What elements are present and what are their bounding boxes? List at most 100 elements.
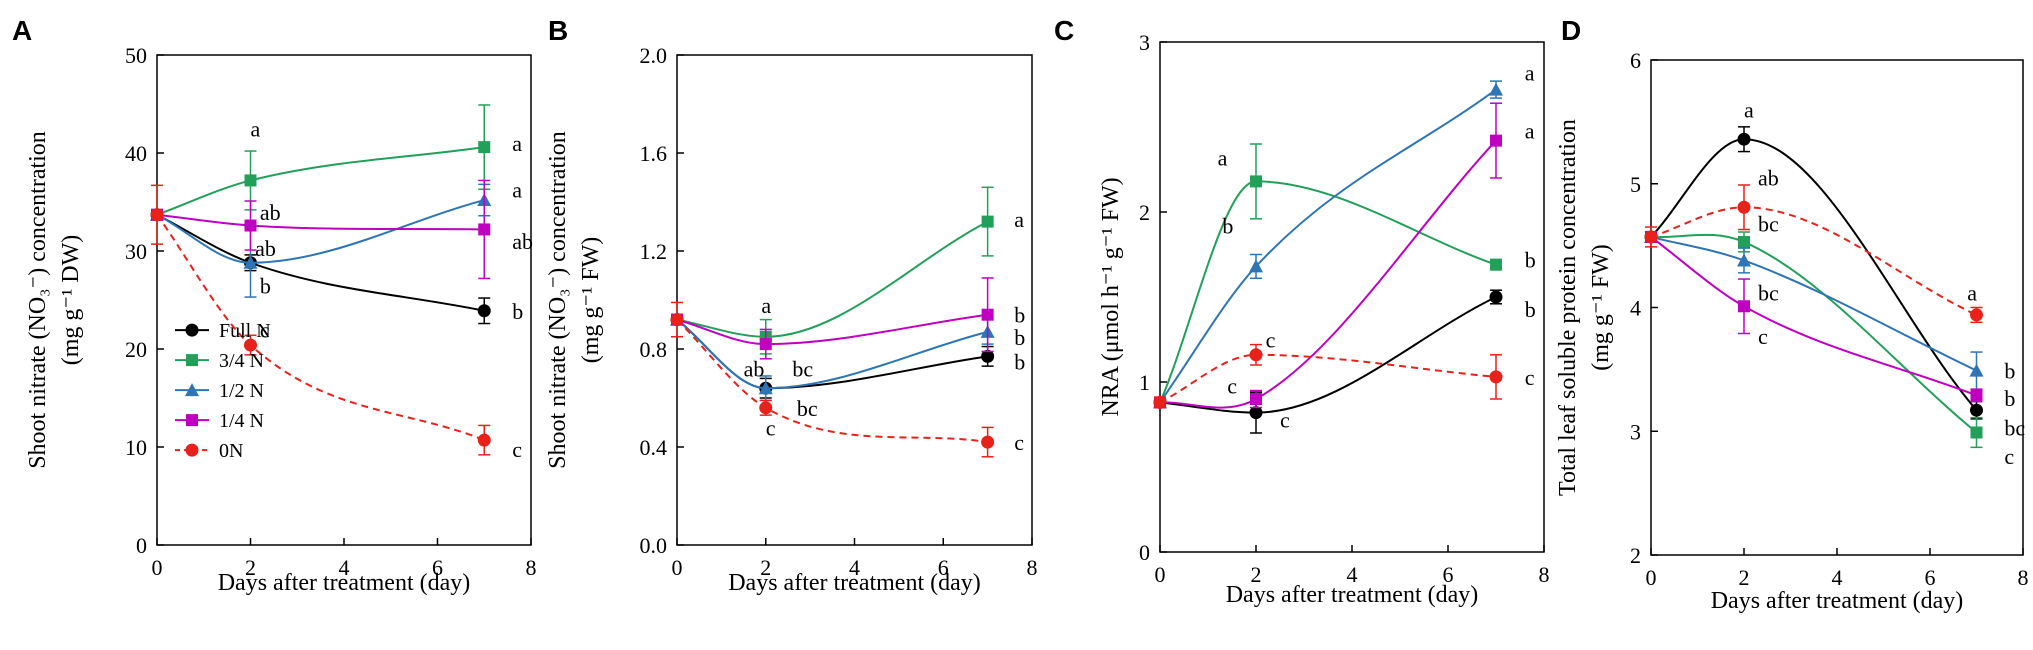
x-tick-label: 6: [938, 555, 949, 580]
data-point: [1490, 134, 1502, 147]
y-tick-label: 2.0: [640, 43, 668, 68]
significance-label: ab: [255, 236, 276, 261]
data-point: [477, 433, 491, 447]
data-point: [1153, 395, 1167, 409]
y-axis-title: Total leaf soluble protein concentration: [1555, 119, 1581, 496]
significance-label: c: [1280, 407, 1290, 432]
significance-label: b: [1014, 325, 1025, 350]
significance-label: a: [251, 117, 261, 142]
panel-letter: C: [1054, 15, 1074, 46]
significance-label: a: [1218, 146, 1228, 171]
series-line-14n: [676, 313, 988, 346]
plot-frame: [676, 54, 1033, 546]
significance-label: b: [1222, 214, 1233, 239]
data-point: [1737, 132, 1751, 146]
data-point: [1490, 258, 1502, 271]
significance-label: a: [1744, 98, 1754, 123]
series-line-0n: [1650, 206, 1977, 316]
significance-label: b: [512, 299, 523, 324]
significance-label: a: [1014, 207, 1024, 232]
significance-label: a: [1525, 118, 1535, 143]
significance-label: c: [1525, 365, 1535, 390]
x-axis-title: Days after treatment (day): [218, 570, 471, 596]
y-tick-label: 1.2: [640, 239, 668, 264]
series-line-34n: [676, 220, 989, 338]
significance-label: b: [2004, 386, 2015, 411]
x-tick-label: 8: [1027, 555, 1038, 580]
legend-label: 1/2 N: [219, 380, 264, 402]
significance-label: c: [2004, 444, 2014, 469]
plot-frame: [1159, 41, 1545, 553]
x-tick-label: 0: [672, 555, 683, 580]
x-tick-label: 8: [526, 555, 537, 580]
significance-label: a: [512, 131, 522, 156]
series-line-12n: [1650, 235, 1977, 372]
significance-label: c: [1227, 373, 1237, 398]
y-tick-label: 50: [125, 43, 147, 68]
y-axis-title: (mg g⁻¹ DW): [58, 235, 84, 366]
data-point: [670, 313, 684, 327]
significance-label: ab: [260, 200, 281, 225]
significance-label: b: [1014, 303, 1025, 328]
x-tick-label: 0: [152, 555, 163, 580]
legend-label: Full N: [219, 320, 271, 342]
legend-label: 0N: [219, 440, 243, 462]
data-point: [758, 381, 773, 395]
data-point: [759, 401, 773, 415]
x-tick-label: 8: [2018, 565, 2029, 590]
data-point: [1738, 235, 1750, 248]
series-line-34n: [1650, 233, 1978, 434]
y-tick-label: 30: [125, 239, 147, 264]
series-line-14n: [156, 213, 485, 231]
significance-label: bc: [797, 396, 818, 421]
data-point: [1970, 403, 1983, 417]
data-point: [1970, 389, 1983, 402]
data-point: [1489, 370, 1503, 384]
x-tick-label: 4: [849, 555, 860, 580]
data-point: [1644, 230, 1658, 244]
series-line-0n: [156, 214, 485, 442]
y-tick-label: 0.4: [640, 435, 668, 460]
plot-frame: [1650, 59, 2024, 556]
data-point: [1249, 348, 1263, 362]
series-line-12n: [676, 318, 988, 390]
legend-swatch-marker: [186, 414, 198, 427]
legend-swatch-marker: [185, 383, 199, 397]
x-tick-label: 2: [245, 555, 256, 580]
panel-letter: D: [1561, 15, 1581, 46]
data-point: [1249, 259, 1263, 273]
data-point: [1969, 363, 1984, 377]
y-tick-label: 20: [125, 337, 147, 362]
significance-label: bc: [1758, 211, 1779, 236]
significance-label: b: [2004, 359, 2015, 384]
series-line-fulln: [1650, 138, 1978, 411]
legend-label: 3/4 N: [219, 350, 264, 372]
y-axis-title: NRA (μmol h⁻¹ g⁻¹ FW): [1098, 177, 1124, 416]
panel-c: C 0 1 2 3 0 2 4 6 8 Days after treatment (day) NRA …: [1054, 15, 1550, 608]
data-point: [244, 338, 257, 352]
series-line-34n: [156, 146, 485, 216]
significance-label: c: [512, 437, 522, 462]
significance-label: c: [766, 415, 776, 440]
data-point: [1249, 406, 1263, 420]
x-tick-label: 6: [432, 555, 443, 580]
data-point: [981, 308, 994, 321]
significance-label: ab: [1758, 166, 1779, 191]
data-point: [478, 223, 491, 236]
x-tick-label: 2: [1739, 565, 1750, 590]
data-point: [759, 338, 772, 351]
y-tick-label: 0.0: [640, 533, 668, 558]
data-point: [477, 304, 491, 318]
significance-label: c: [1266, 328, 1276, 353]
y-tick-label: 1: [1139, 370, 1150, 395]
y-tick-label: 2: [1630, 543, 1641, 568]
series-line-fulln: [1159, 296, 1497, 414]
series-line-34n: [1159, 180, 1497, 403]
y-tick-label: 10: [125, 435, 147, 460]
significance-label: a: [1967, 281, 1977, 306]
y-axis-title: Shoot nitrate (NO₃⁻) concentration: [545, 131, 571, 469]
data-point: [1489, 290, 1503, 304]
panel-b: B 0.0 0.4 0.8 1.2 1.6 2.0 0 2 4 6 8 Days after treat…: [545, 15, 1038, 596]
panel-letter: B: [548, 15, 568, 46]
